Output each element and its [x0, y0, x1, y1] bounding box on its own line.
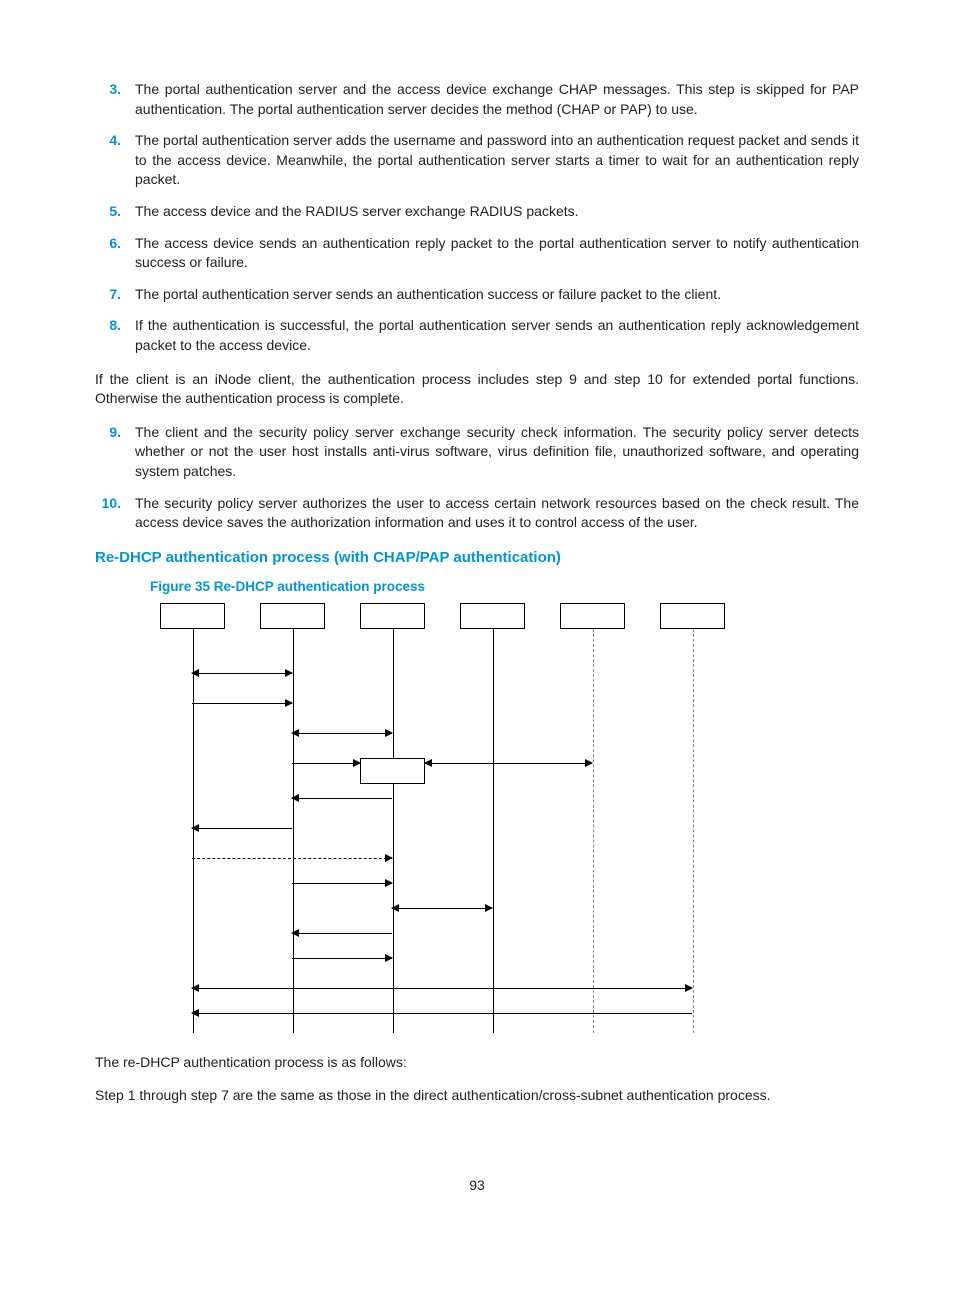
step: 5.The access device and the RADIUS serve…: [95, 202, 859, 222]
step-number: 3.: [95, 80, 135, 119]
lifeline: [493, 629, 494, 1033]
step-number: 5.: [95, 202, 135, 222]
step-text: The portal authentication server sends a…: [135, 285, 859, 305]
participant-box: [260, 603, 325, 629]
step: 4.The portal authentication server adds …: [95, 131, 859, 190]
step: 6.The access device sends an authenticat…: [95, 234, 859, 273]
step: 9.The client and the security policy ser…: [95, 423, 859, 482]
event-box: [360, 758, 425, 784]
figure-title: Figure 35 Re-DHCP authentication process: [150, 578, 859, 597]
step-text: The access device sends an authenticatio…: [135, 234, 859, 273]
step-text: The portal authentication server and the…: [135, 80, 859, 119]
lifeline: [293, 629, 294, 1033]
participant-box: [560, 603, 625, 629]
step-number: 4.: [95, 131, 135, 190]
participant-box: [460, 603, 525, 629]
step-text: If the authentication is successful, the…: [135, 316, 859, 355]
participant-box: [360, 603, 425, 629]
after-paragraph-1: The re-DHCP authentication process is as…: [95, 1053, 859, 1073]
section-heading: Re-DHCP authentication process (with CHA…: [95, 547, 859, 568]
step: 8.If the authentication is successful, t…: [95, 316, 859, 355]
participant-box: [160, 603, 225, 629]
step-number: 8.: [95, 316, 135, 355]
step: 10.The security policy server authorizes…: [95, 494, 859, 533]
step-number: 10.: [95, 494, 135, 533]
page-number: 93: [95, 1176, 859, 1196]
mid-paragraph: If the client is an iNode client, the au…: [95, 370, 859, 409]
step-text: The client and the security policy serve…: [135, 423, 859, 482]
lifeline: [393, 629, 394, 1033]
lifeline: [593, 629, 594, 1033]
step-text: The access device and the RADIUS server …: [135, 202, 859, 222]
participant-box: [660, 603, 725, 629]
sequence-diagram: [150, 603, 859, 1033]
step-number: 9.: [95, 423, 135, 482]
step-number: 7.: [95, 285, 135, 305]
step-text: The security policy server authorizes th…: [135, 494, 859, 533]
step: 7.The portal authentication server sends…: [95, 285, 859, 305]
step: 3.The portal authentication server and t…: [95, 80, 859, 119]
lifeline: [693, 629, 694, 1033]
after-paragraph-2: Step 1 through step 7 are the same as th…: [95, 1086, 859, 1106]
step-text: The portal authentication server adds th…: [135, 131, 859, 190]
step-number: 6.: [95, 234, 135, 273]
